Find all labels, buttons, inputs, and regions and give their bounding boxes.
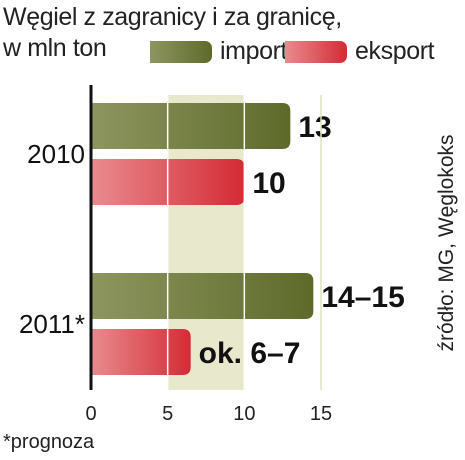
legend-eksport-swatch bbox=[285, 40, 347, 63]
legend-eksport-label: eksport bbox=[355, 37, 435, 65]
data-label-eksport-1: ok. 6–7 bbox=[199, 337, 301, 370]
data-label-eksport-0: 10 bbox=[252, 167, 285, 200]
legend-import: import bbox=[150, 37, 287, 66]
x-tick-label-3: 15 bbox=[310, 403, 332, 425]
x-tick-label-0: 0 bbox=[85, 403, 96, 425]
bar-import-1 bbox=[91, 273, 314, 319]
legend-eksport: eksport bbox=[285, 37, 435, 66]
data-label-import-1: 14–15 bbox=[321, 281, 404, 314]
footnote: *prognoza bbox=[3, 431, 95, 453]
source-note: źródło: MG, Węglokoks bbox=[435, 134, 458, 352]
legend-import-label: import bbox=[220, 37, 288, 65]
chart-title-line2: w mln ton bbox=[3, 34, 107, 62]
bar-import-0 bbox=[91, 103, 291, 149]
chart-title-line1: Węgiel z zagranicy i za granicę, bbox=[3, 3, 342, 31]
category-label-1: 2011* bbox=[19, 309, 85, 339]
x-tick-label-1: 5 bbox=[162, 403, 173, 425]
data-label-import-0: 13 bbox=[298, 111, 331, 144]
x-tick-label-2: 10 bbox=[233, 403, 255, 425]
bar-eksport-1 bbox=[91, 329, 191, 375]
legend-import-swatch bbox=[150, 40, 212, 63]
category-label-0: 2010 bbox=[27, 139, 85, 169]
